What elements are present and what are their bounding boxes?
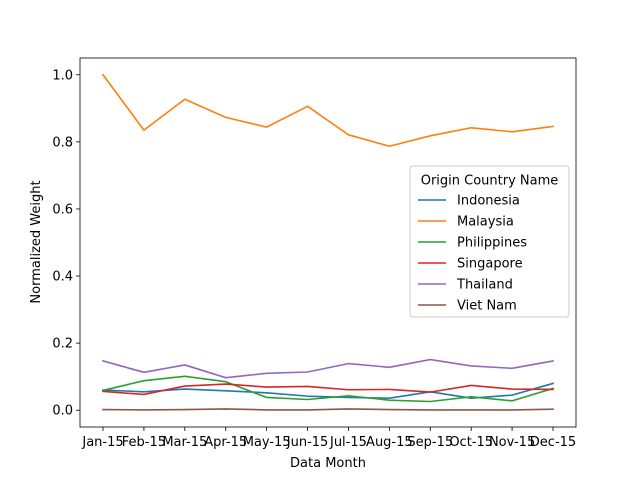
x-tick-label: Jan-15 [81,435,123,450]
x-tick-label: Nov-15 [489,435,535,450]
x-axis-title: Data Month [290,456,366,471]
series-line-malaysia [101,73,554,148]
y-axis: 0.0 0.2 0.4 0.6 0.8 1.0 [52,68,80,419]
x-tick-label: Aug-15 [366,435,413,450]
y-tick-label: 0.0 [52,404,73,419]
legend-label: Indonesia [457,194,520,209]
legend-box [409,165,570,318]
legend-title: Origin Country Name [421,174,559,189]
series-line-philippines [102,375,554,403]
x-tick-label: Feb-15 [122,435,166,450]
y-tick-label: 1.0 [52,68,73,83]
legend-entries: Indonesia Malaysia Philippines Singapore Tha… [418,194,527,314]
series-line-thailand [102,358,554,379]
y-tick-label: 0.2 [52,337,73,352]
legend: Origin Country Name Indonesia Malaysia Phi… [409,165,570,318]
x-tick-label: Apr-15 [204,435,247,450]
legend-label: Singapore [457,257,523,272]
legend-label: Malaysia [457,215,514,230]
plot-frame [79,57,577,428]
series-line-singapore [102,383,554,396]
y-tick-label: 0.6 [52,202,73,217]
legend-label: Viet Nam [457,299,517,314]
y-axis-title: Normalized Weight [29,180,44,303]
x-tick-label: Dec-15 [530,435,576,450]
x-tick-label: Sep-15 [407,435,453,450]
x-tick-label: Mar-15 [162,435,207,450]
x-tick-label: Jul-15 [329,435,367,450]
y-tick-label: 0.8 [52,135,73,150]
series-layer [101,73,554,411]
y-tick-label: 0.4 [52,270,73,285]
x-tick-label: Jun-15 [286,435,329,450]
x-tick-label: May-15 [243,435,291,450]
x-tick-label: Oct-15 [449,435,493,450]
series-line-viet-nam [102,408,554,411]
legend-label: Thailand [456,278,513,293]
legend-label: Philippines [457,236,527,251]
